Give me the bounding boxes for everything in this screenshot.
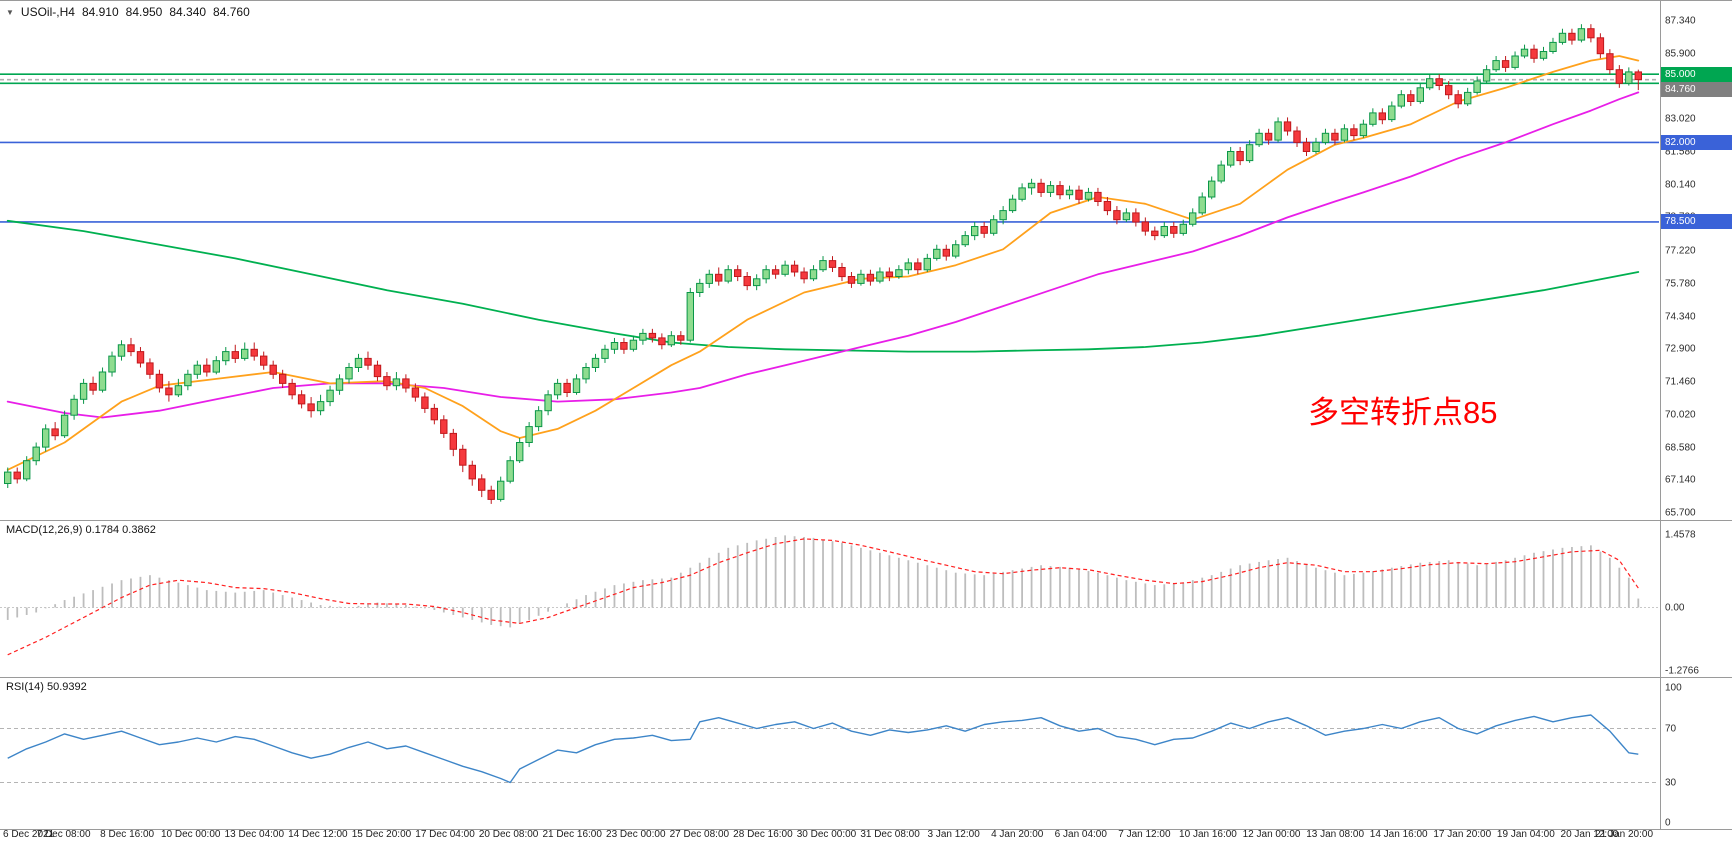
time-tick-label: 3 Jan 12:00 xyxy=(927,829,980,840)
time-tick-label: 10 Jan 16:00 xyxy=(1179,829,1237,840)
time-tick-label: 7 Jan 12:00 xyxy=(1118,829,1171,840)
macd-tick-label: 1.4578 xyxy=(1665,529,1696,541)
time-axis[interactable]: 6 Dec 2021 7 Dec 08:00 8 Dec 16:00 10 Dec 0… xyxy=(0,829,1732,842)
symbol-dropdown-icon[interactable]: ▼ xyxy=(6,7,14,17)
rsi-tick-label: 100 xyxy=(1665,682,1682,694)
rsi-axis: 100 70 30 0 xyxy=(1660,678,1732,829)
time-tick-label: 31 Dec 08:00 xyxy=(860,829,920,840)
time-tick-label: 28 Dec 16:00 xyxy=(733,829,793,840)
time-tick-label: 19 Jan 04:00 xyxy=(1496,829,1555,840)
time-tick-label: 6 Jan 04:00 xyxy=(1054,829,1107,840)
candlestick-chart[interactable] xyxy=(0,1,1659,520)
rsi-tick-label: 70 xyxy=(1665,723,1677,734)
quote-high: 84.950 xyxy=(125,5,163,19)
time-tick-label: 21 Dec 16:00 xyxy=(542,829,602,840)
price-tick-label: 85.900 xyxy=(1665,48,1696,60)
time-tick-label: 7 Dec 08:00 xyxy=(36,829,91,840)
rsi-chart[interactable] xyxy=(0,678,1659,829)
price-tick-label: 71.460 xyxy=(1665,376,1696,388)
time-tick-label: 20 Dec 08:00 xyxy=(478,829,539,840)
time-tick-label: 27 Dec 08:00 xyxy=(669,829,730,840)
time-tick-label: 20 Jan 12:00 xyxy=(1560,829,1619,840)
macd-tick-label: 0.00 xyxy=(1665,602,1685,613)
time-tick-label: 14 Dec 12:00 xyxy=(288,829,348,840)
price-chart-panel[interactable]: ▼ USOil-,H4 84.910 84.950 84.340 84.760 … xyxy=(0,1,1732,521)
price-tick-label: 83.020 xyxy=(1665,113,1696,125)
time-tick-label: 17 Jan 20:00 xyxy=(1433,829,1492,840)
time-tick-label: 13 Jan 08:00 xyxy=(1306,829,1365,840)
macd-label: MACD(12,26,9) 0.1784 0.3862 xyxy=(6,524,156,536)
time-tick-label: 4 Jan 20:00 xyxy=(991,829,1044,840)
time-tick-label: 21 Jan 20:00 xyxy=(1595,829,1653,840)
time-tick-label: 14 Jan 16:00 xyxy=(1369,829,1428,840)
price-level-badge: 82.000 xyxy=(1661,134,1732,150)
rsi-tick-label: 30 xyxy=(1665,777,1677,788)
rsi-tick-label: 0 xyxy=(1665,817,1671,829)
quote-low: 84.340 xyxy=(169,5,207,19)
time-tick-label: 30 Dec 00:00 xyxy=(796,829,857,840)
price-level-badge: 85.000 xyxy=(1661,66,1732,82)
time-tick-label: 8 Dec 16:00 xyxy=(100,829,155,840)
time-tick-label: 13 Dec 04:00 xyxy=(224,829,285,840)
price-tick-label: 65.700 xyxy=(1665,507,1696,519)
time-tick-label: 15 Dec 20:00 xyxy=(351,829,412,840)
time-tick-label: 17 Dec 04:00 xyxy=(415,829,475,840)
quote-open: 84.910 xyxy=(81,5,119,19)
time-tick-label: 23 Dec 00:00 xyxy=(606,829,666,840)
price-tick-label: 74.340 xyxy=(1665,311,1696,323)
price-level-badge: 84.760 xyxy=(1661,81,1732,97)
price-axis[interactable]: 87.34085.90084.46083.02081.58080.14078.7… xyxy=(1660,1,1732,520)
price-tick-label: 77.220 xyxy=(1665,245,1696,257)
price-tick-label: 70.020 xyxy=(1665,409,1696,421)
price-tick-label: 72.900 xyxy=(1665,343,1696,355)
macd-panel[interactable]: MACD(12,26,9) 0.1784 0.3862 1.4578 0.00 -1… xyxy=(0,521,1732,678)
macd-axis: 1.4578 0.00 -1.2766 xyxy=(1660,521,1732,677)
macd-chart[interactable] xyxy=(0,521,1659,677)
symbol-timeframe-label: USOil-,H4 xyxy=(20,5,75,19)
price-level-badge: 78.500 xyxy=(1661,214,1732,230)
price-tick-label: 81.580 xyxy=(1665,146,1696,158)
price-tick-label: 67.140 xyxy=(1665,474,1696,486)
time-tick-label: 12 Jan 00:00 xyxy=(1242,829,1301,840)
rsi-panel[interactable]: RSI(14) 50.9392 100 70 30 0 xyxy=(0,678,1732,830)
quote-close: 84.760 xyxy=(213,5,250,19)
time-tick-label: 6 Dec 2021 xyxy=(3,829,55,840)
time-tick-label: 10 Dec 00:00 xyxy=(160,829,221,840)
price-tick-label: 80.140 xyxy=(1665,179,1696,191)
price-tick-label: 87.340 xyxy=(1665,15,1696,27)
chart-annotation-text[interactable]: 多空转折点85 xyxy=(1308,395,1498,430)
price-tick-label: 68.580 xyxy=(1665,442,1696,454)
price-tick-label: 75.780 xyxy=(1665,278,1696,290)
rsi-label: RSI(14) 50.9392 xyxy=(6,681,87,693)
chart-header: ▼ USOil-,H4 84.910 84.950 84.340 84.760 xyxy=(6,5,250,19)
macd-tick-label: -1.2766 xyxy=(1665,665,1699,677)
